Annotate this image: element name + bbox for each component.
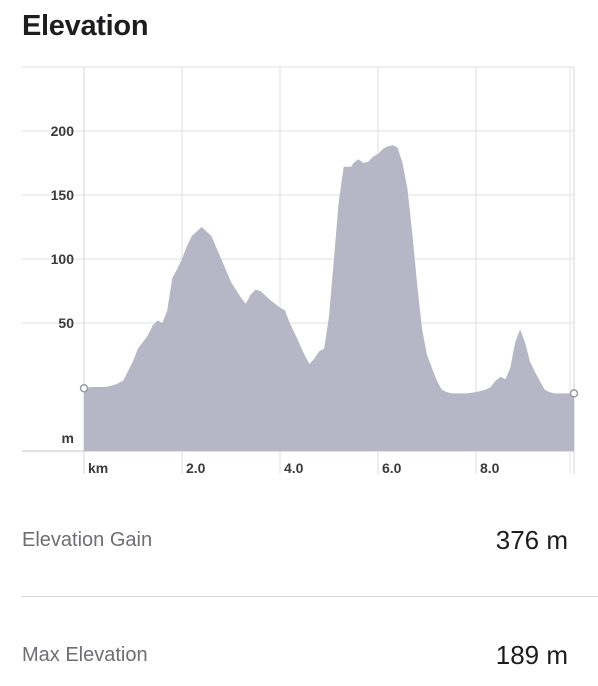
- y-tick-label: 150: [51, 187, 75, 203]
- x-unit-label: km: [88, 460, 108, 476]
- y-axis-labels: 50 100 150 200 m: [51, 123, 75, 446]
- y-tick-label: 100: [51, 251, 75, 267]
- y-tick-label: 50: [58, 315, 74, 331]
- end-markers: [79, 384, 579, 398]
- page-title: Elevation: [22, 10, 149, 42]
- x-tick-label: 8.0: [480, 460, 500, 476]
- elevation-gain-label: Elevation Gain: [22, 528, 153, 551]
- y-unit-label: m: [62, 430, 74, 446]
- start-marker: [79, 384, 89, 393]
- x-axis-labels: km 2.0 4.0 6.0 8.0: [88, 460, 500, 476]
- end-marker: [569, 389, 579, 398]
- elevation-gain-row: Elevation Gain 376 m: [22, 520, 568, 560]
- elevation-chart[interactable]: 50 100 150 200 m km 2.0 4.0 6.0 8.0: [0, 60, 598, 480]
- elevation-area: [84, 145, 574, 451]
- max-elevation-label: Max Elevation: [22, 643, 148, 666]
- x-tick-label: 6.0: [382, 460, 402, 476]
- elevation-gain-value: 376 m: [495, 524, 568, 555]
- area-layer: [84, 145, 574, 451]
- x-tick-label: 2.0: [186, 460, 206, 476]
- stats-divider: [22, 596, 598, 597]
- max-elevation-value: 189 m: [495, 639, 568, 670]
- max-elevation-row: Max Elevation 189 m: [22, 635, 568, 675]
- horizontal-gridlines: [22, 130, 574, 324]
- y-tick-label: 200: [51, 123, 75, 139]
- x-tick-label: 4.0: [284, 460, 304, 476]
